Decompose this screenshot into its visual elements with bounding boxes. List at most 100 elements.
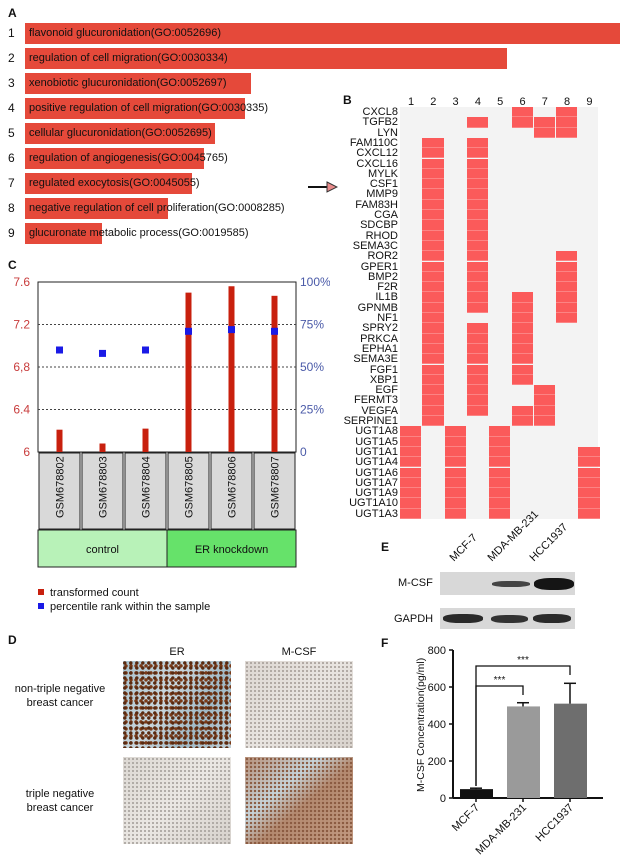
column-header: 8 bbox=[564, 96, 571, 108]
heatmap-cell bbox=[422, 313, 444, 324]
y-tick-label: 800 bbox=[428, 645, 446, 657]
gene-label: EPHA1 bbox=[361, 342, 398, 355]
column-header: 3 bbox=[452, 96, 459, 108]
heatmap-cell bbox=[489, 498, 511, 509]
heatmap-cell bbox=[466, 230, 489, 241]
go-term-label: xenobiotic glucuronidation(GO:0052697) bbox=[29, 77, 227, 89]
ihc-image-mcsf-tnbc bbox=[245, 757, 353, 844]
gene-label: FERMT3 bbox=[354, 394, 398, 407]
go-rank: 3 bbox=[8, 76, 15, 90]
left-tick-label: 6,8 bbox=[13, 360, 30, 374]
gene-label: UGT1A5 bbox=[355, 435, 398, 448]
gene-label: BMP2 bbox=[368, 270, 398, 283]
heatmap-cell bbox=[444, 477, 466, 489]
gene-label: UGT1A6 bbox=[355, 466, 398, 479]
heatmap-cell bbox=[400, 457, 422, 468]
heatmap-cell bbox=[556, 117, 578, 128]
western-blot-gapdh bbox=[440, 608, 575, 629]
heatmap-cell bbox=[578, 467, 600, 478]
legend-marker bbox=[38, 589, 44, 595]
panel-b-label: B bbox=[343, 93, 352, 107]
gene-label: UGT1A4 bbox=[355, 456, 398, 469]
column-header: 9 bbox=[586, 96, 593, 108]
go-term-label: cellular glucuronidation(GO:0052695) bbox=[29, 127, 212, 139]
sample-box bbox=[253, 452, 296, 530]
heatmap-cell bbox=[511, 313, 533, 324]
percentile-point bbox=[185, 327, 192, 335]
heatmap-cell bbox=[466, 271, 489, 283]
heatmap-cell bbox=[422, 199, 444, 210]
go-bar bbox=[25, 123, 216, 144]
right-tick-label: 100% bbox=[300, 275, 330, 289]
legend-label: percentile rank within the sample bbox=[50, 601, 210, 613]
heatmap-cell bbox=[511, 354, 533, 365]
heatmap-cell bbox=[511, 292, 533, 303]
gene-label: CXCL8 bbox=[362, 106, 398, 118]
go-bar bbox=[25, 23, 620, 44]
heatmap-cell bbox=[466, 158, 489, 169]
heatmap-cell bbox=[489, 508, 511, 519]
heatmap-cell bbox=[466, 220, 489, 231]
heatmap-cell bbox=[556, 261, 578, 272]
band bbox=[533, 614, 571, 623]
heatmap-cell bbox=[422, 158, 444, 169]
heatmap-cell bbox=[556, 282, 578, 293]
sample-box bbox=[210, 452, 253, 530]
heatmap-cell bbox=[511, 117, 533, 128]
gene-label: FAM83H bbox=[355, 198, 398, 211]
gene-label: FGF1 bbox=[369, 363, 398, 376]
heatmap-cell bbox=[533, 385, 556, 396]
go-bar bbox=[25, 173, 192, 194]
left-tick-label: 7.6 bbox=[13, 275, 30, 289]
lane-label-mcf7: MCF-7 bbox=[447, 531, 480, 564]
heatmap-cell bbox=[556, 127, 578, 138]
heatmap-cell bbox=[444, 426, 466, 437]
row-label-non-tnbc: non-triple negative breast cancer bbox=[0, 682, 120, 710]
heatmap-cell bbox=[466, 405, 489, 416]
go-term-label: negative regulation of cell proliferatio… bbox=[29, 202, 285, 214]
heatmap-cell bbox=[466, 179, 489, 190]
heatmap-cell bbox=[466, 282, 489, 293]
ihc-image-mcsf-non-tnbc bbox=[245, 661, 353, 748]
heatmap-cell bbox=[489, 446, 511, 458]
heatmap-cell bbox=[489, 457, 511, 468]
heatmap-cell bbox=[511, 364, 533, 375]
gene-label: SPRY2 bbox=[362, 322, 398, 335]
percentile-point bbox=[271, 327, 278, 335]
x-tick-label: MCF-7 bbox=[450, 802, 482, 834]
row-label-line: breast cancer bbox=[26, 697, 94, 709]
heatmap-cell bbox=[466, 354, 489, 365]
heatmap-cell bbox=[489, 467, 511, 478]
heatmap-cell bbox=[578, 477, 600, 489]
left-tick-label: 7.2 bbox=[13, 318, 30, 332]
heatmap-cell bbox=[444, 498, 466, 509]
band bbox=[491, 615, 528, 623]
go-rank: 1 bbox=[8, 26, 15, 40]
heatmap-cell bbox=[466, 189, 489, 200]
gene-label: UGT1A8 bbox=[355, 425, 398, 438]
sample-label: GSM678803 bbox=[98, 456, 110, 518]
transformed-count-bar bbox=[228, 286, 235, 452]
heatmap-cell bbox=[422, 179, 444, 190]
heatmap-cell bbox=[422, 251, 444, 262]
group-box bbox=[166, 529, 297, 568]
go-rank: 6 bbox=[8, 151, 15, 165]
heatmap-cell bbox=[533, 416, 556, 427]
heatmap-cell bbox=[511, 333, 533, 344]
percentile-point bbox=[99, 349, 106, 357]
percentile-point bbox=[56, 346, 63, 354]
go-bar bbox=[25, 198, 168, 219]
panel-e-label: E bbox=[381, 540, 390, 554]
gene-label: CGA bbox=[374, 209, 398, 221]
row-label-line: breast cancer bbox=[26, 802, 94, 814]
heatmap-cell bbox=[489, 426, 511, 437]
heatmap-cell bbox=[466, 374, 489, 386]
heatmap-cell bbox=[511, 374, 533, 386]
heatmap-cell bbox=[578, 508, 600, 519]
heatmap-cell bbox=[466, 251, 489, 262]
gene-label: MMP9 bbox=[366, 188, 398, 201]
gene-label: CXCL12 bbox=[356, 147, 398, 160]
heatmap-cell bbox=[400, 446, 422, 458]
ihc-image-er-tnbc bbox=[123, 757, 231, 844]
